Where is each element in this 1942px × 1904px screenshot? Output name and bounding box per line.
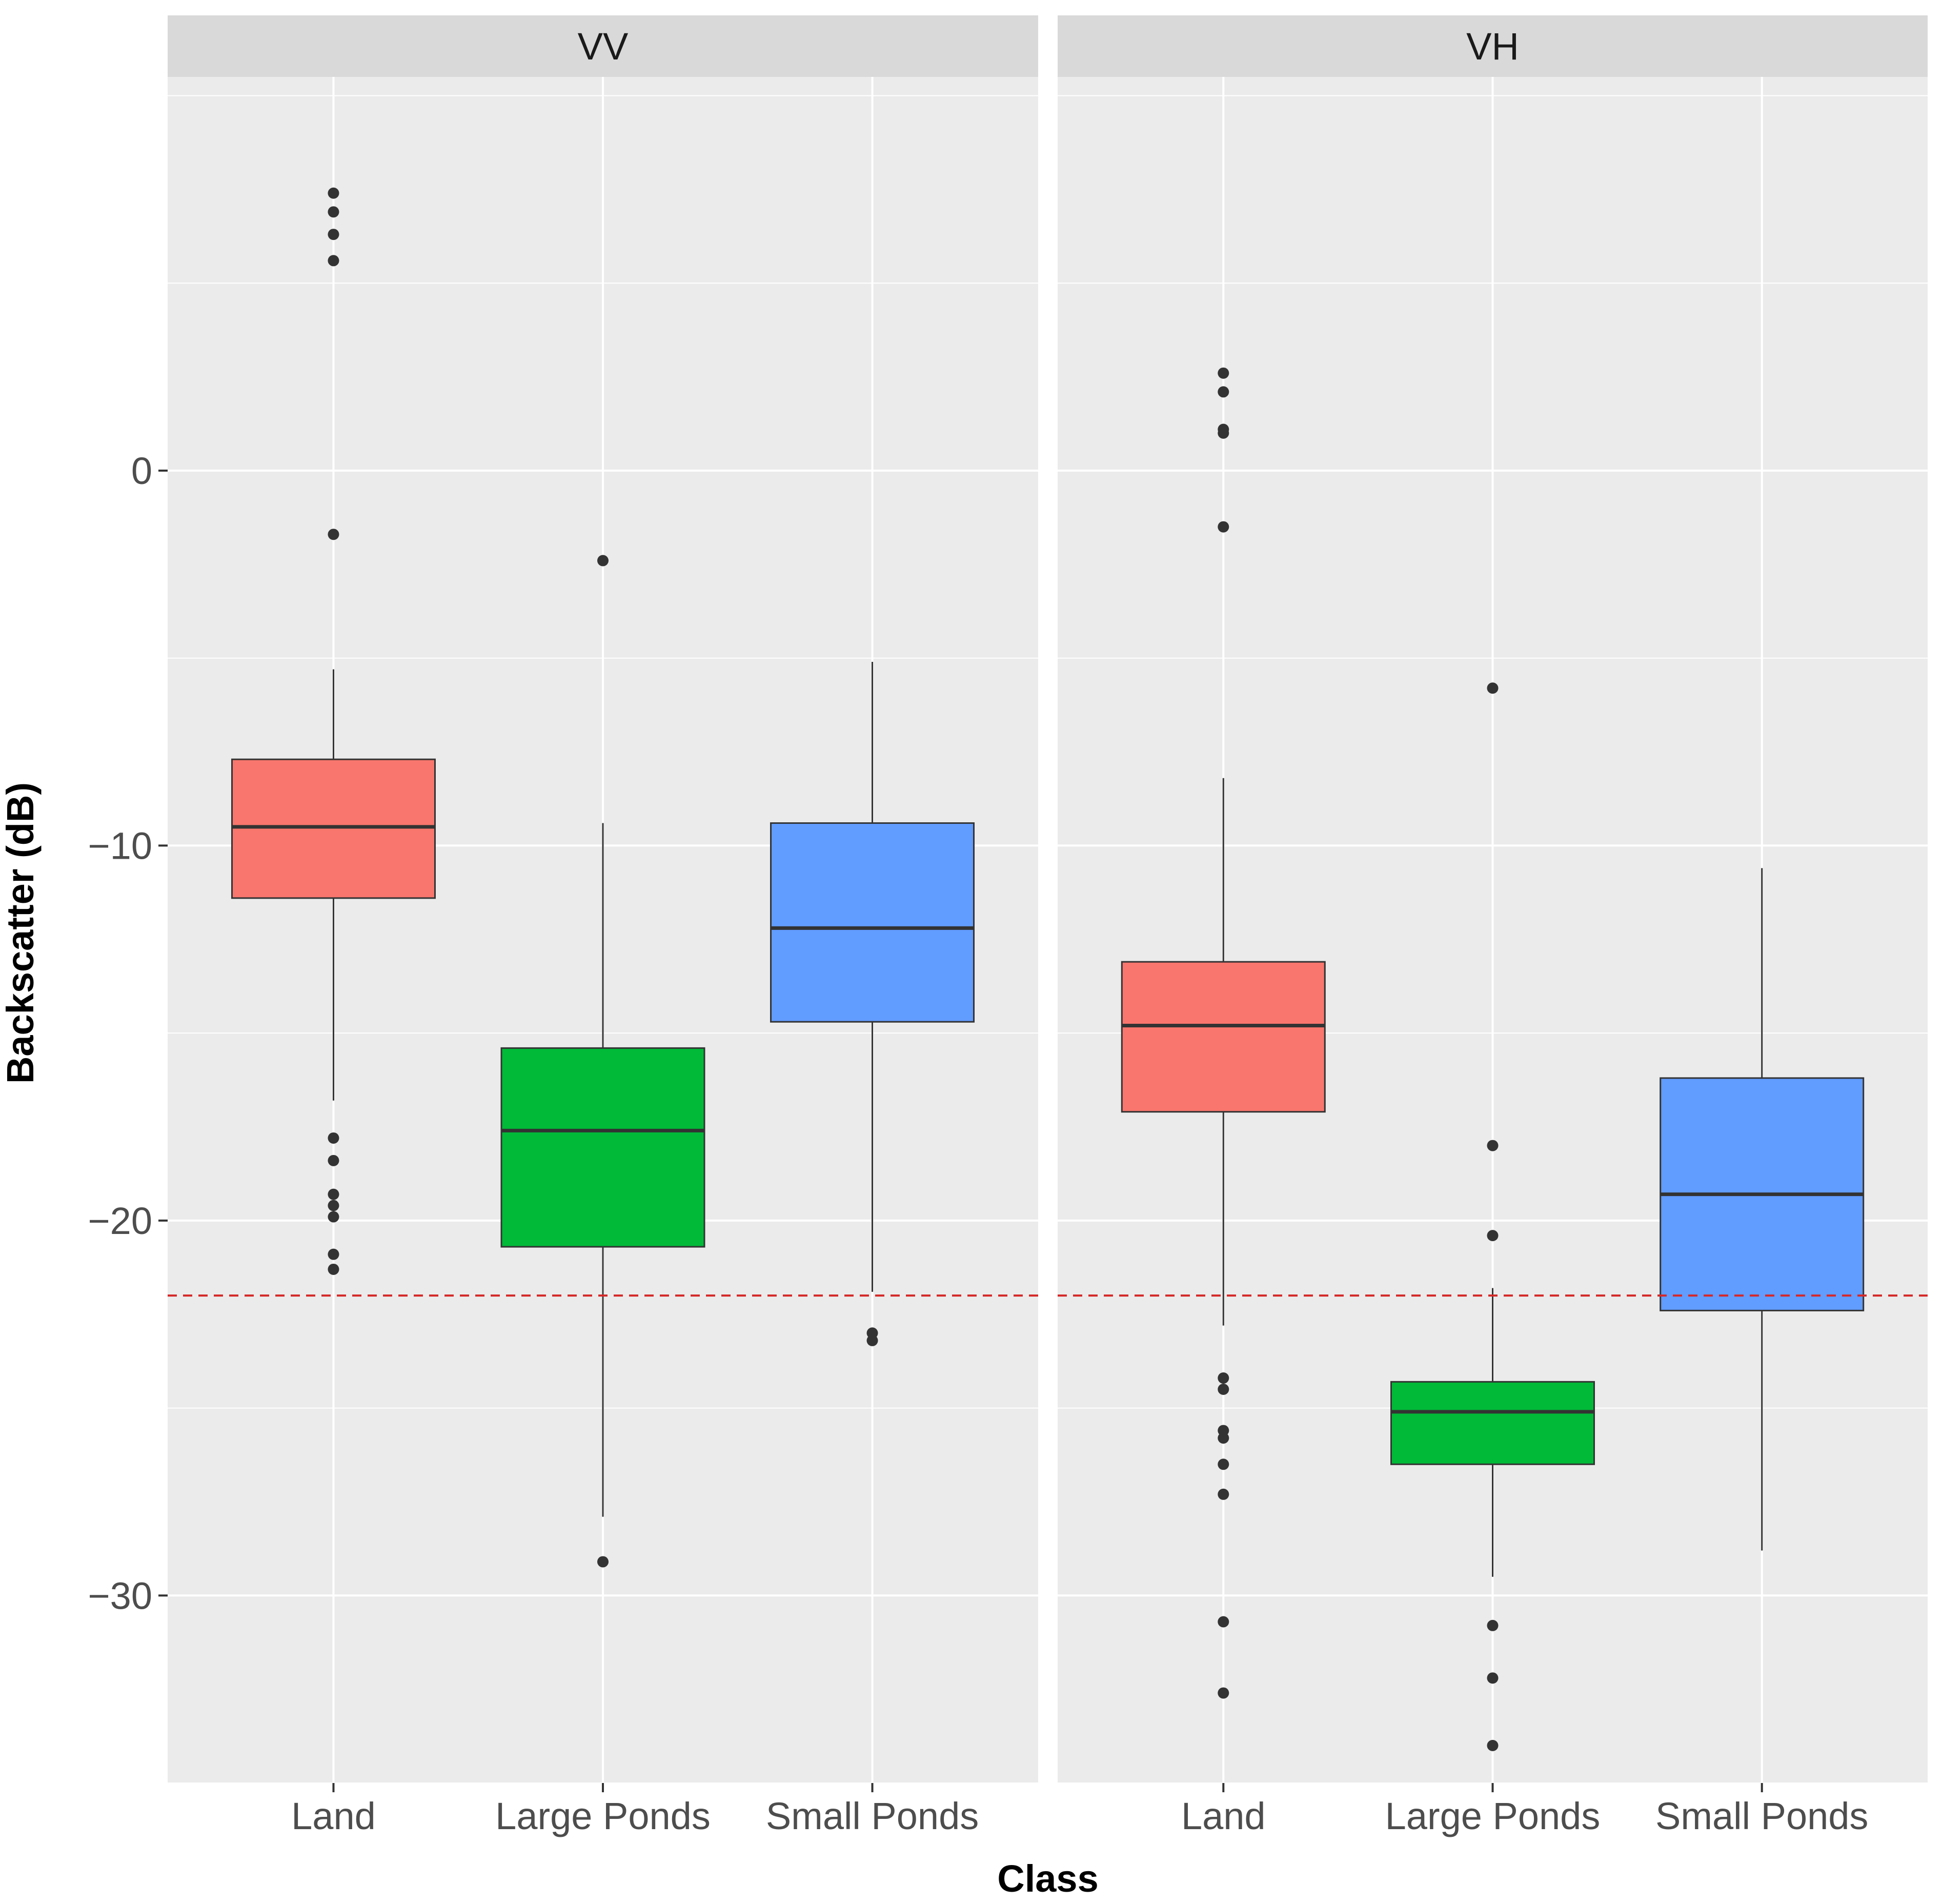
outlier-point [328, 1200, 339, 1211]
y-tick-label: 0 [131, 450, 152, 492]
y-axis: 0 −10 −20 −30 [88, 450, 168, 1617]
x-tick-label: Large Ponds [1385, 1795, 1601, 1837]
outlier-point [1218, 386, 1229, 398]
panels-layer: VV Land Large Ponds Small Ponds VH Land Large … [168, 15, 1928, 1837]
outlier-point [1218, 427, 1229, 439]
outlier-point [328, 1263, 339, 1275]
y-tick-label: −20 [88, 1200, 152, 1242]
outlier-point [1487, 1140, 1499, 1151]
box-land [1121, 367, 1326, 1699]
outlier-point [1487, 1230, 1499, 1242]
outlier-point [328, 1188, 339, 1200]
box-small-ponds [770, 662, 975, 1346]
box-small-ponds [1660, 868, 1865, 1551]
box-large-ponds [500, 555, 705, 1568]
strip-background [168, 15, 1038, 77]
x-tick-label: Large Ponds [495, 1795, 711, 1837]
outlier-point [1218, 1488, 1229, 1500]
outlier-point [328, 1248, 339, 1260]
box-land [231, 187, 436, 1275]
outlier-point [1218, 1384, 1229, 1395]
outlier-point [328, 1132, 339, 1144]
outlier-point [597, 1556, 609, 1568]
panel-vh: VH Land Large Ponds Small Ponds [1058, 15, 1928, 1837]
iqr-box [500, 1047, 705, 1248]
iqr-box [1390, 1381, 1595, 1465]
outlier-point [1218, 1616, 1229, 1628]
strip-label: VV [578, 25, 629, 68]
outlier-point [866, 1334, 878, 1346]
outlier-point [597, 555, 609, 566]
outlier-point [1487, 682, 1499, 694]
y-tick-label: −30 [88, 1574, 152, 1617]
outlier-point [1487, 1619, 1499, 1631]
y-tick-label: −10 [88, 824, 152, 867]
outlier-point [328, 1154, 339, 1166]
iqr-box [231, 758, 436, 899]
x-axis-title: Class [997, 1857, 1098, 1900]
outlier-point [1218, 521, 1229, 533]
panel-vv: VV Land Large Ponds Small Ponds [168, 15, 1038, 1837]
outlier-point [1218, 1459, 1229, 1470]
outlier-point [1218, 1687, 1229, 1699]
strip-label: VH [1466, 25, 1519, 68]
outlier-point [1487, 1672, 1499, 1684]
outlier-point [328, 529, 339, 540]
x-tick-label: Small Ponds [1655, 1795, 1868, 1837]
box-large-ponds [1390, 682, 1595, 1751]
outlier-point [1218, 1432, 1229, 1444]
x-tick-label: Land [1181, 1795, 1266, 1837]
x-tick-label: Land [291, 1795, 376, 1837]
outlier-point [328, 229, 339, 240]
iqr-box [1121, 961, 1326, 1113]
outlier-point [328, 1211, 339, 1223]
x-tick-label: Small Ponds [766, 1795, 979, 1837]
strip-background [1058, 15, 1928, 77]
iqr-box [770, 822, 975, 1023]
outlier-point [328, 206, 339, 218]
outlier-point [328, 255, 339, 267]
outlier-point [1487, 1739, 1499, 1751]
outlier-point [328, 187, 339, 199]
outlier-point [1218, 1372, 1229, 1384]
outlier-point [1218, 367, 1229, 379]
y-axis-title: Backscatter (dB) [0, 782, 42, 1084]
